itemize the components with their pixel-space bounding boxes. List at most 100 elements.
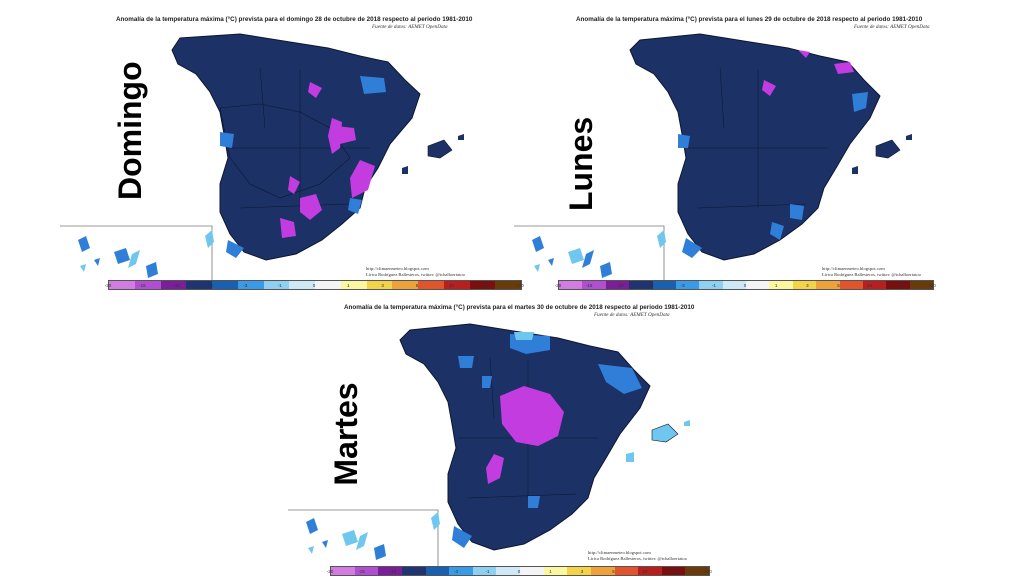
- credit: http://climaenmeteo.blogspot.com Lírica …: [366, 266, 465, 278]
- credit-author: Lírica Rodríguez Ballesteros, twitter: @…: [822, 272, 922, 277]
- legend-tick-label: -5: [422, 569, 427, 574]
- canary-islands-inset: [60, 225, 214, 283]
- legend-swatch: [746, 281, 770, 289]
- legend-swatch: [685, 567, 709, 575]
- legend-tick-label: -1: [711, 283, 716, 288]
- legend-ticks: -20 -15 -10 -5 -3 -1 0 1 3 5 10 15 >20: [327, 569, 712, 575]
- legend-swatch: [559, 281, 583, 289]
- legend-swatch: [237, 281, 264, 289]
- legend-swatch: [792, 281, 817, 289]
- legend-swatch: [134, 281, 161, 289]
- legend-swatch: [862, 281, 887, 289]
- legend-tick-label: -3: [243, 283, 248, 288]
- balearic-islands-map: [626, 420, 690, 462]
- map-panel-martes: Anomalía de la temperatura máxima (°C) p…: [288, 296, 728, 576]
- day-label-martes: Martes: [328, 382, 364, 486]
- legend-swatch: [425, 567, 450, 575]
- legend-tick-label: 15: [673, 569, 680, 574]
- color-legend: [108, 280, 522, 290]
- legend-tick-label: -1: [277, 283, 282, 288]
- legend-swatch: [816, 281, 840, 289]
- legend-swatch: [496, 567, 520, 575]
- legend-tick-label: 10: [448, 283, 454, 288]
- legend-swatch: [160, 281, 187, 289]
- peninsula-map: [171, 33, 421, 261]
- legend-swatch: [582, 281, 606, 289]
- legend-tick-label: 3: [580, 569, 584, 574]
- credit: http://climaenmeteo.blogspot.com Lírica …: [822, 266, 921, 278]
- legend-tick-label: -3: [453, 569, 459, 574]
- legend-swatch: [652, 281, 676, 289]
- map-title: Anomalía de la temperatura máxima (°C) p…: [116, 16, 473, 23]
- legend-tick-label: -5: [208, 283, 214, 288]
- peninsula-map: [399, 323, 651, 551]
- spain-anomaly-map: [60, 33, 464, 283]
- legend-ticks: -20 -15 -10 -5 -3 -1 0 1 3 5 10 15 >20: [104, 283, 524, 289]
- legend-swatch: [886, 281, 910, 289]
- canary-islands-inset: [514, 225, 666, 283]
- credit-url: http://climaenmeteo.blogspot.com: [822, 266, 885, 271]
- credit-author: Lírica Rodríguez Ballesteros, twitter: @…: [366, 272, 466, 277]
- legend-tick-label: -20: [104, 283, 112, 288]
- legend-tick-label: 5: [837, 283, 840, 288]
- legend-swatch: [567, 567, 591, 575]
- legend-swatch: [614, 567, 639, 575]
- legend-swatch: [340, 281, 367, 289]
- legend-tick-label: -5: [649, 283, 654, 288]
- legend-tick-label: >20: [704, 569, 712, 574]
- legend-tick-label: -10: [617, 283, 624, 288]
- legend-tick-label: 0: [312, 283, 316, 288]
- legend-swatch: [472, 567, 497, 575]
- balearic-islands-map: [402, 134, 464, 174]
- legend-swatch: [520, 567, 544, 575]
- legend-swatch: [331, 567, 355, 575]
- credit-url: http://climaenmeteo.blogspot.com: [588, 550, 651, 555]
- legend-swatch: [605, 281, 630, 289]
- legend-tick-label: 1: [774, 283, 778, 288]
- peninsula-map: [629, 33, 881, 261]
- legend-tick-label: >20: [516, 283, 524, 288]
- map-title: Anomalía de la temperatura máxima (°C) p…: [344, 304, 695, 311]
- data-source: Fuente de datos: AEMET OpenData: [854, 24, 930, 30]
- data-source: Fuente de datos: AEMET OpenData: [372, 24, 448, 30]
- day-label-domingo: Domingo: [112, 61, 148, 200]
- legend-tick-label: >20: [928, 283, 936, 288]
- legend-swatch: [443, 281, 470, 289]
- legend-swatch: [675, 281, 700, 289]
- legend-swatch: [109, 281, 135, 289]
- spain-anomaly-map: [514, 33, 912, 283]
- legend-swatch: [212, 281, 238, 289]
- legend-tick-label: 5: [415, 283, 419, 288]
- legend-tick-label: -1: [485, 569, 490, 574]
- legend-swatch: [590, 567, 615, 575]
- legend-swatch: [392, 281, 418, 289]
- map-panel-lunes: Anomalía de la temperatura máxima (°C) p…: [514, 8, 954, 293]
- legend-swatch: [909, 281, 933, 289]
- data-source: Fuente de datos: AEMET OpenData: [594, 312, 670, 318]
- legend-swatch: [661, 567, 686, 575]
- legend-swatch: [839, 281, 863, 289]
- credit-author: Lírica Rodríguez Ballesteros, twitter: @…: [588, 556, 688, 561]
- day-label-lunes: Lunes: [563, 116, 599, 211]
- map-panel-domingo: Anomalía de la temperatura máxima (°C) p…: [60, 8, 524, 293]
- legend-swatch: [289, 281, 315, 289]
- legend-tick-label: -10: [389, 569, 397, 574]
- legend-tick-label: 3: [381, 283, 384, 288]
- legend-tick-label: -15: [139, 283, 146, 288]
- legend-tick-label: 0: [517, 569, 521, 574]
- legend-swatch: [418, 281, 444, 289]
- legend-swatch: [315, 281, 341, 289]
- legend-swatch: [354, 567, 379, 575]
- legend-swatch: [638, 567, 662, 575]
- legend-tick-label: 1: [347, 283, 350, 288]
- legend-swatch: [378, 567, 402, 575]
- balearic-islands-map: [852, 134, 912, 174]
- legend-swatch: [629, 281, 653, 289]
- legend-tick-label: 1: [549, 569, 552, 574]
- legend-tick-label: -15: [585, 283, 593, 288]
- legend-swatch: [186, 281, 212, 289]
- legend-swatch: [263, 281, 290, 289]
- legend-tick-label: 0: [743, 283, 747, 288]
- legend-tick-label: 15: [898, 283, 904, 288]
- legend-swatch: [449, 567, 473, 575]
